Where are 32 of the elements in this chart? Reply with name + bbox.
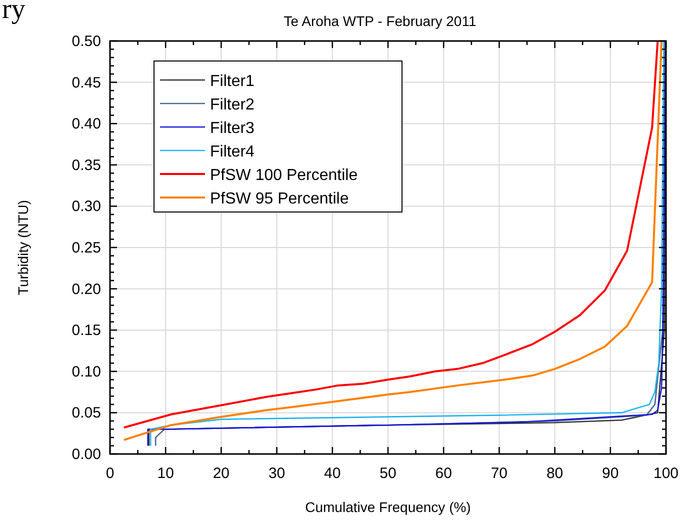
x-tick-label: 40 xyxy=(324,465,341,482)
x-tick-label: 30 xyxy=(268,465,286,482)
y-tick-label: 0.30 xyxy=(72,198,101,216)
x-tick-label: 90 xyxy=(602,465,619,482)
legend-label: PfSW 100 Percentile xyxy=(210,167,358,184)
x-tick-label: 70 xyxy=(490,465,508,482)
x-tick-label: 0 xyxy=(106,465,114,482)
x-tick-label: 50 xyxy=(380,465,396,482)
y-tick-label: 0.35 xyxy=(72,156,101,174)
x-axis-title: Cumulative Frequency (%) xyxy=(305,499,471,515)
text: ry xyxy=(2,0,26,25)
legend-label: Filter1 xyxy=(210,73,255,90)
y-tick-label: 0.05 xyxy=(72,404,101,422)
y-tick-label: 0.20 xyxy=(72,280,101,298)
legend-label: Filter2 xyxy=(210,96,255,114)
y-tick-label: 0.45 xyxy=(72,74,101,92)
x-tick-label: 60 xyxy=(435,465,452,482)
y-tick-label: 0.15 xyxy=(72,322,101,340)
x-tick-label: 20 xyxy=(212,465,230,482)
x-tick-label: 80 xyxy=(546,465,564,482)
y-tick-label: 0.00 xyxy=(72,446,101,463)
legend-label: PfSW 95 Percentile xyxy=(210,190,349,208)
chart-title: Te Aroha WTP - February 2011 xyxy=(284,13,476,29)
x-tick-label: 10 xyxy=(157,465,174,482)
y-tick-label: 0.25 xyxy=(72,240,101,256)
legend-label: Filter4 xyxy=(210,144,255,160)
y-tick-label: 0.50 xyxy=(72,33,101,50)
legend-label: Filter3 xyxy=(210,120,255,137)
y-axis-title: Turbidity (NTU) xyxy=(15,200,31,296)
y-tick-label: 0.10 xyxy=(72,363,101,380)
x-tick-label: 100 xyxy=(653,465,679,482)
y-tick-label: 0.40 xyxy=(72,116,101,133)
